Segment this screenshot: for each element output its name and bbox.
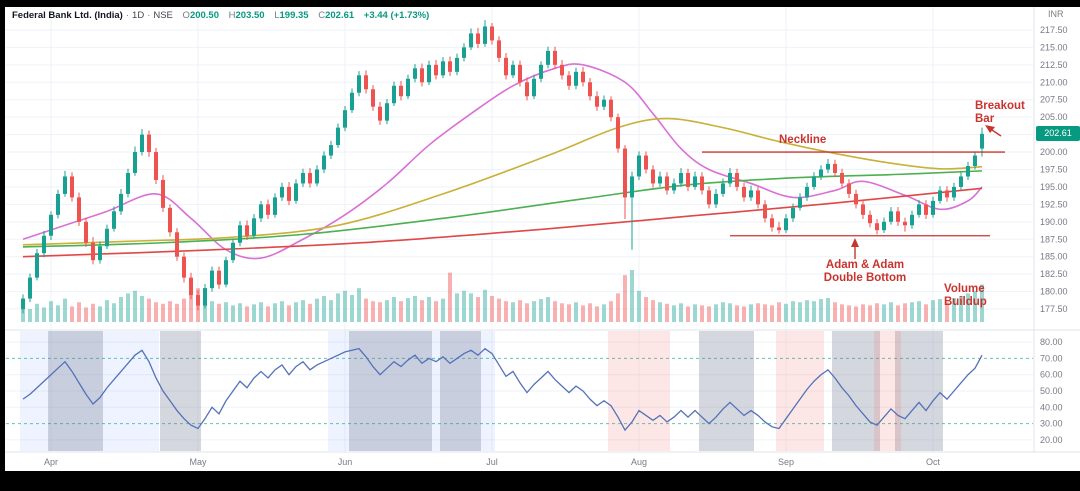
svg-text:207.50: 207.50 (1040, 95, 1068, 105)
svg-text:177.50: 177.50 (1040, 304, 1068, 314)
low-label: L (274, 10, 280, 21)
svg-text:50.00: 50.00 (1040, 386, 1063, 396)
double-bottom-annotation-line1: Adam & Adam (825, 259, 905, 271)
legend-separator: · (125, 10, 130, 21)
svg-text:210.00: 210.00 (1040, 77, 1068, 87)
interval-label[interactable]: 1D (132, 10, 145, 21)
change-value: +3.44 (+1.73%) (363, 10, 430, 21)
open-label: O (182, 10, 190, 21)
svg-text:Aug: Aug (631, 457, 647, 467)
svg-text:212.50: 212.50 (1040, 60, 1068, 70)
candles-layer (21, 20, 984, 314)
currency-label: INR (1048, 9, 1064, 19)
svg-text:Apr: Apr (44, 457, 58, 467)
svg-text:Oct: Oct (926, 457, 941, 467)
ma-20-line (22, 63, 983, 260)
svg-text:192.50: 192.50 (1040, 199, 1068, 209)
neckline-annotation-text: Neckline (779, 134, 827, 146)
volume-annotation-line2: Buildup (944, 296, 987, 308)
moving-averages-layer (22, 63, 983, 260)
time-axis[interactable] (5, 452, 1034, 471)
svg-text:217.50: 217.50 (1040, 25, 1068, 35)
svg-text:20.00: 20.00 (1040, 435, 1063, 445)
svg-text:Jul: Jul (486, 457, 498, 467)
breakout-annotation-line2: Bar (975, 113, 995, 125)
double-bottom-annotation-line2: Double Bottom (823, 272, 907, 284)
ma-200-line (22, 187, 983, 258)
volume-layer (21, 270, 984, 322)
high-label: H (228, 10, 236, 21)
ma-100-line (22, 170, 983, 248)
svg-text:182.50: 182.50 (1040, 269, 1068, 279)
svg-text:80.00: 80.00 (1040, 337, 1063, 347)
high-value: 203.50 (235, 10, 265, 21)
svg-text:60.00: 60.00 (1040, 370, 1063, 380)
svg-text:205.00: 205.00 (1040, 112, 1068, 122)
symbol-name[interactable]: Federal Bank Ltd. (India) (12, 10, 123, 21)
svg-text:70.00: 70.00 (1040, 353, 1063, 363)
legend-separator: · (147, 10, 151, 21)
annotation-arrows-layer[interactable] (851, 125, 1002, 259)
rsi-line-layer (22, 347, 983, 432)
neckline-annotation[interactable]: Neckline (779, 134, 826, 147)
volume-buildup-annotation[interactable]: Volume Buildup (944, 283, 987, 309)
volume-annotation-line1: Volume (944, 283, 985, 295)
rsi-bands-layer (20, 331, 943, 451)
breakout-annotation-line1: Breakout (975, 100, 1025, 112)
drawing-lines-layer[interactable] (702, 151, 1005, 237)
svg-text:180.00: 180.00 (1040, 287, 1068, 297)
breakout-bar-annotation[interactable]: Breakout Bar (975, 100, 1025, 126)
price-axis[interactable] (1034, 7, 1080, 452)
close-label: C (318, 10, 326, 21)
double-bottom-annotation[interactable]: Adam & Adam Double Bottom (790, 259, 940, 285)
ma-50-line (22, 117, 983, 246)
open-value: 200.50 (189, 10, 219, 21)
close-value: 202.61 (325, 10, 355, 21)
svg-text:200.00: 200.00 (1040, 147, 1068, 157)
svg-text:215.00: 215.00 (1040, 42, 1068, 52)
svg-text:195.00: 195.00 (1040, 182, 1068, 192)
symbol-legend[interactable]: Federal Bank Ltd. (India) · 1D · NSE O200.50… (12, 10, 429, 21)
svg-text:30.00: 30.00 (1040, 419, 1063, 429)
axis-labels-layer: 217.50 215.00 212.50 210.00 207.50 205.00 202.… (5, 7, 1080, 467)
exchange-label: NSE (153, 10, 173, 21)
svg-text:197.50: 197.50 (1040, 164, 1068, 174)
svg-text:Sep: Sep (778, 457, 794, 467)
svg-text:40.00: 40.00 (1040, 402, 1063, 412)
svg-text:187.50: 187.50 (1040, 234, 1068, 244)
svg-text:May: May (189, 457, 207, 467)
svg-text:Jun: Jun (338, 457, 353, 467)
low-value: 199.35 (279, 10, 309, 21)
svg-text:185.00: 185.00 (1040, 252, 1068, 262)
svg-text:190.00: 190.00 (1040, 217, 1068, 227)
last-price-badge: 202.61 (1036, 126, 1080, 141)
